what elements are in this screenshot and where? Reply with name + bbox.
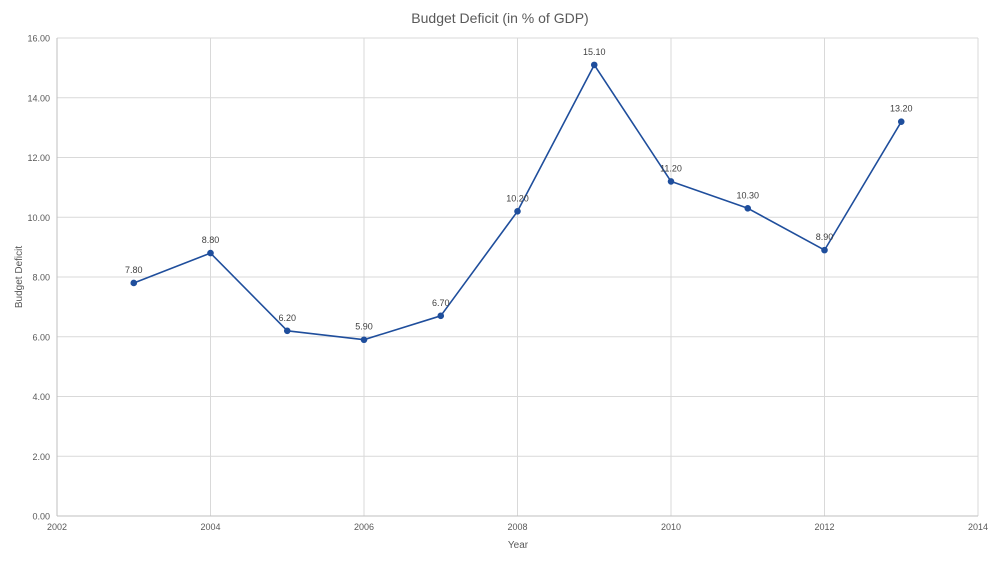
data-label: 15.10 xyxy=(583,47,606,57)
x-axis-title: Year xyxy=(508,540,529,551)
data-label: 7.80 xyxy=(125,265,143,275)
y-tick-label: 10.00 xyxy=(27,213,50,223)
data-label: 6.70 xyxy=(432,298,450,308)
data-point xyxy=(207,249,214,257)
data-point xyxy=(130,279,138,287)
data-point xyxy=(437,312,445,320)
grid-lines xyxy=(56,37,979,517)
x-tick-label: 2004 xyxy=(200,522,220,532)
data-labels: 7.80 8.80 6.20 5.90 6.70 10.20 15.10 11.20 10.30… xyxy=(125,47,913,332)
data-point xyxy=(590,61,598,69)
y-tick-label: 14.00 xyxy=(27,93,50,103)
data-label: 13.20 xyxy=(890,104,913,114)
y-axis-title: Budget Deficit xyxy=(14,246,25,308)
data-point xyxy=(821,246,828,254)
y-tick-label: 12.00 xyxy=(27,153,50,163)
data-point xyxy=(667,178,675,185)
x-tick-label: 2006 xyxy=(354,522,374,532)
data-label: 10.20 xyxy=(506,193,529,203)
data-point xyxy=(514,207,521,215)
data-point xyxy=(744,204,752,212)
y-tick-label: 4.00 xyxy=(32,392,50,402)
x-tick-label: 2008 xyxy=(507,522,527,532)
x-tick-label: 2014 xyxy=(968,522,988,532)
y-tick-label: 0.00 xyxy=(32,512,50,522)
y-tick-label: 8.00 xyxy=(32,273,50,283)
data-label: 10.30 xyxy=(736,190,759,200)
axes: 0.00 2.00 4.00 6.00 8.00 10.00 12.00 14.00 16.00… xyxy=(27,34,988,533)
x-tick-label: 2012 xyxy=(814,522,834,532)
data-point xyxy=(283,327,291,335)
y-tick-label: 16.00 xyxy=(27,34,50,44)
data-label: 8.90 xyxy=(816,232,834,242)
data-label: 11.20 xyxy=(660,163,682,173)
data-label: 6.20 xyxy=(278,313,296,323)
data-point xyxy=(360,336,368,344)
data-point xyxy=(897,118,905,125)
y-tick-label: 2.00 xyxy=(32,452,50,462)
x-tick-label: 2002 xyxy=(47,522,67,532)
data-label: 8.80 xyxy=(202,235,220,245)
series-line-layer xyxy=(130,61,905,344)
y-tick-label: 6.00 xyxy=(32,332,50,342)
data-label: 5.90 xyxy=(355,322,373,332)
x-tick-label: 2010 xyxy=(661,522,681,532)
chart-title: Budget Deficit (in % of GDP) xyxy=(411,10,588,26)
